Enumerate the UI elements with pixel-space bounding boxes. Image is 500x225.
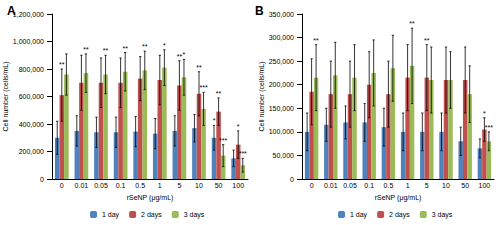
- svg-text:800,000: 800,000: [19, 66, 44, 73]
- svg-text:*: *: [237, 123, 240, 130]
- svg-text:*: *: [213, 117, 216, 124]
- svg-text:2 days: 2 days: [389, 211, 410, 219]
- svg-text:0.01: 0.01: [324, 182, 338, 189]
- svg-text:***: ***: [239, 150, 247, 157]
- svg-text:100: 100: [479, 182, 491, 189]
- svg-text:0: 0: [290, 176, 294, 183]
- svg-text:100: 100: [232, 182, 244, 189]
- svg-text:200,000: 200,000: [19, 148, 44, 155]
- svg-text:5: 5: [177, 182, 181, 189]
- svg-text:1,200,000: 1,200,000: [13, 11, 44, 18]
- svg-text:***: ***: [485, 124, 493, 131]
- svg-text:**: **: [83, 46, 89, 53]
- svg-text:rSeNP (μg/mL): rSeNP (μg/mL): [127, 194, 174, 202]
- svg-text:**: **: [313, 37, 319, 44]
- svg-text:**: **: [142, 43, 148, 50]
- svg-text:**: **: [196, 64, 202, 71]
- svg-text:*: *: [183, 51, 186, 58]
- svg-text:A: A: [7, 4, 16, 18]
- svg-text:150,000: 150,000: [269, 105, 294, 112]
- svg-text:**: **: [103, 47, 109, 54]
- svg-text:3 days: 3 days: [432, 211, 453, 219]
- svg-text:*: *: [483, 110, 486, 117]
- svg-text:10: 10: [195, 182, 203, 189]
- svg-text:200,000: 200,000: [269, 81, 294, 88]
- svg-text:rSeNP (μg/mL): rSeNP (μg/mL): [375, 194, 422, 202]
- svg-text:*: *: [163, 42, 166, 49]
- svg-text:400,000: 400,000: [19, 121, 44, 128]
- svg-text:B: B: [255, 4, 264, 18]
- svg-text:1: 1: [158, 182, 162, 189]
- svg-text:50: 50: [215, 182, 223, 189]
- svg-text:Cell number (cells/mL): Cell number (cells/mL): [2, 61, 10, 131]
- svg-text:0.05: 0.05: [343, 182, 357, 189]
- svg-text:1,000,000: 1,000,000: [13, 38, 44, 45]
- svg-text:0.1: 0.1: [364, 182, 374, 189]
- svg-text:1: 1: [406, 182, 410, 189]
- svg-text:**: **: [122, 45, 128, 52]
- svg-text:10: 10: [442, 182, 450, 189]
- svg-text:0: 0: [40, 176, 44, 183]
- svg-text:350,000: 350,000: [269, 11, 294, 18]
- svg-text:2 days: 2 days: [141, 211, 162, 219]
- svg-text:50: 50: [461, 182, 469, 189]
- svg-text:0.1: 0.1: [116, 182, 126, 189]
- svg-text:0: 0: [310, 182, 314, 189]
- svg-text:**: **: [177, 53, 183, 60]
- svg-text:0: 0: [60, 182, 64, 189]
- svg-text:3 days: 3 days: [184, 211, 205, 219]
- svg-text:0.01: 0.01: [75, 182, 89, 189]
- svg-text:600,000: 600,000: [19, 93, 44, 100]
- svg-text:0.5: 0.5: [135, 182, 145, 189]
- svg-text:5: 5: [425, 182, 429, 189]
- svg-text:50,000: 50,000: [273, 152, 295, 159]
- svg-text:250,000: 250,000: [269, 58, 294, 65]
- svg-text:100,000: 100,000: [269, 128, 294, 135]
- svg-text:**: **: [59, 61, 65, 68]
- svg-text:**: **: [424, 37, 430, 44]
- svg-text:**: **: [409, 20, 415, 27]
- svg-text:***: ***: [199, 84, 207, 91]
- svg-text:300,000: 300,000: [269, 34, 294, 41]
- svg-text:0.5: 0.5: [384, 182, 394, 189]
- svg-text:1 day: 1 day: [350, 211, 368, 219]
- svg-text:Cell number (cells/mL): Cell number (cells/mL): [258, 61, 266, 131]
- svg-text:**: **: [216, 90, 222, 97]
- svg-text:1 day: 1 day: [102, 211, 120, 219]
- svg-text:0.05: 0.05: [94, 182, 108, 189]
- svg-text:***: ***: [219, 137, 227, 144]
